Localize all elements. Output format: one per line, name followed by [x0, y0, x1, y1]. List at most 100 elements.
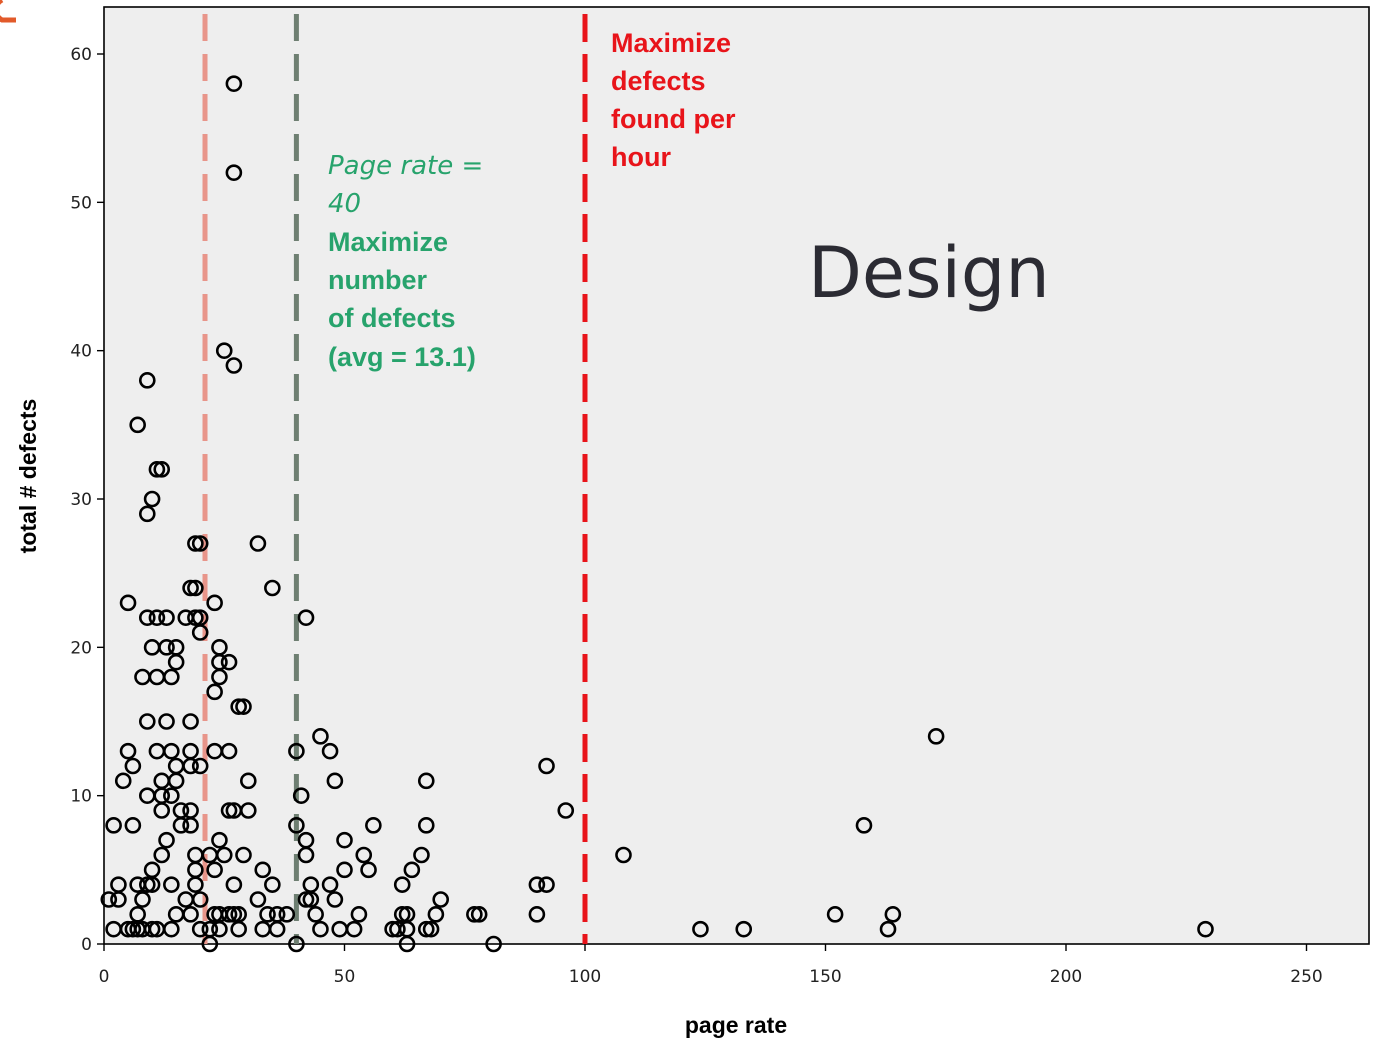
data-point	[167, 772, 185, 790]
data-point	[225, 75, 243, 92]
data-point	[211, 831, 228, 849]
data-point	[355, 846, 373, 864]
design-label: Design	[808, 232, 1050, 314]
x-tick-label: 150	[809, 967, 841, 987]
data-point	[1197, 920, 1214, 938]
data-point	[187, 876, 204, 893]
data-point	[360, 861, 377, 879]
data-point	[297, 891, 315, 908]
red-annotation-line-2: defects	[611, 66, 706, 96]
data-point	[225, 357, 243, 374]
data-point	[206, 861, 223, 879]
data-point	[206, 683, 223, 701]
data-point	[735, 920, 753, 938]
data-point	[326, 772, 344, 790]
data-point	[158, 609, 175, 626]
data-point	[302, 891, 320, 908]
data-point	[268, 920, 286, 938]
data-point	[259, 906, 276, 923]
data-point	[413, 846, 430, 864]
data-point	[393, 906, 411, 923]
data-point	[215, 342, 233, 359]
data-point	[191, 624, 209, 641]
data-point	[138, 876, 156, 893]
y-tick-label: 10	[70, 787, 92, 807]
y-tick-label: 60	[70, 45, 92, 65]
data-point	[225, 164, 243, 181]
data-point	[220, 802, 238, 819]
data-point	[182, 713, 199, 730]
data-point	[138, 713, 156, 730]
red-annotation-line-3: found per	[611, 104, 736, 134]
x-tick-label: 100	[569, 967, 601, 987]
data-point	[235, 698, 252, 715]
data-point	[485, 935, 502, 953]
data-point	[240, 802, 257, 819]
data-point	[393, 876, 411, 893]
data-point	[350, 906, 368, 923]
data-point	[182, 906, 199, 923]
data-point	[417, 817, 435, 834]
data-point	[470, 906, 488, 923]
y-tick-label: 50	[70, 193, 92, 213]
data-point	[211, 668, 228, 686]
data-point	[615, 846, 632, 864]
x-axis-title: page rate	[685, 1012, 787, 1038]
data-point	[191, 891, 209, 908]
data-point	[143, 876, 161, 893]
data-point	[432, 891, 450, 908]
data-point	[466, 906, 483, 923]
data-point	[297, 609, 315, 626]
data-point	[417, 920, 435, 938]
data-point	[158, 831, 175, 849]
data-point	[538, 876, 555, 893]
data-point	[148, 609, 166, 626]
green-annotation-line-2: number	[328, 265, 428, 295]
data-point	[138, 609, 156, 626]
data-point	[855, 817, 873, 834]
corner-logo-fragment	[0, 0, 16, 23]
data-point	[158, 713, 175, 730]
data-point	[278, 906, 296, 923]
data-point	[225, 876, 243, 893]
data-point	[240, 772, 257, 790]
data-point	[163, 787, 180, 804]
data-point	[134, 891, 151, 908]
green-annotation-line-4: (avg = 13.1)	[328, 342, 476, 372]
data-point	[345, 920, 363, 938]
data-point	[288, 817, 305, 834]
data-point	[264, 876, 281, 893]
data-point	[254, 861, 272, 879]
data-point	[365, 817, 382, 834]
data-point	[321, 876, 339, 893]
green-annotation-line-1: Maximize	[328, 227, 448, 257]
green-annotation: Page rate = 40 Maximize number of defect…	[328, 151, 483, 372]
data-point	[153, 461, 171, 478]
data-point	[143, 920, 161, 938]
data-point	[826, 906, 844, 923]
y-tick-label: 20	[70, 638, 92, 658]
data-point	[297, 846, 315, 864]
data-point	[187, 535, 204, 552]
data-point	[336, 861, 353, 879]
data-point	[191, 535, 209, 552]
data-point	[292, 787, 310, 804]
data-point	[163, 876, 180, 893]
data-point	[158, 639, 175, 656]
data-point	[124, 757, 142, 775]
y-axis-ticks: 0 10 20 30 40 50 60	[70, 45, 104, 955]
data-point	[249, 535, 267, 552]
red-annotation-line-1: Maximize	[611, 28, 731, 58]
data-point	[191, 920, 209, 938]
data-point	[235, 846, 252, 864]
data-point	[417, 772, 435, 790]
data-point	[163, 742, 180, 760]
data-point	[230, 920, 247, 938]
data-point	[215, 846, 233, 864]
data-point	[220, 653, 238, 671]
data-point	[288, 742, 305, 760]
data-point	[211, 920, 228, 938]
data-point	[403, 861, 421, 879]
data-point	[884, 906, 902, 923]
